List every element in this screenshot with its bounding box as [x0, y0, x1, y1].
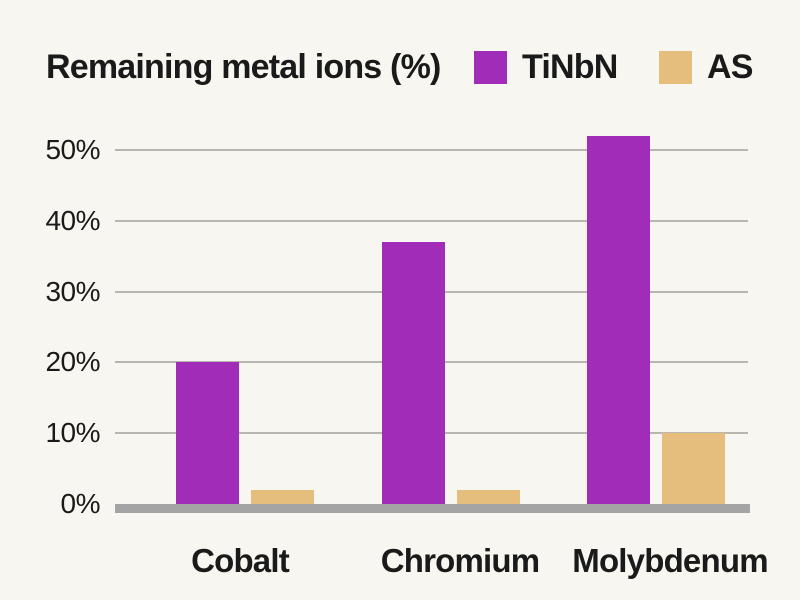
y-tick-label-10: 10% — [45, 417, 100, 449]
plot-area — [115, 115, 748, 504]
legend-label-tinbn: TiNbN — [522, 48, 618, 86]
y-tick-label-0: 0% — [60, 488, 101, 519]
gridline-40pct — [115, 219, 748, 222]
bar-as-molybdenum — [662, 433, 725, 504]
y-tick-label-40: 40% — [45, 204, 100, 236]
legend-swatch-as — [659, 50, 692, 84]
bar-tinbn-cobalt — [176, 362, 239, 504]
legend-swatch-tinbn — [474, 50, 507, 84]
bar-as-cobalt — [251, 489, 314, 504]
y-tick-label-20: 20% — [45, 346, 100, 378]
legend-label-as: AS — [707, 48, 753, 86]
x-category-label-molybdenum: Molybdenum — [572, 542, 768, 579]
bar-tinbn-chromium — [382, 242, 445, 504]
legend-item-tinbn: TiNbN — [474, 48, 618, 86]
legend-item-as: AS — [659, 50, 753, 84]
x-category-label-cobalt: Cobalt — [191, 542, 290, 579]
bar-tinbn-molybdenum — [587, 135, 650, 504]
gridline-50pct — [115, 149, 748, 151]
y-tick-label-50: 50% — [45, 134, 100, 165]
x-category-label-chromium: Chromium — [380, 542, 540, 579]
x-axis-baseline — [115, 504, 750, 513]
bar-as-chromium — [457, 489, 520, 504]
chart-title: Remaining metal ions (%) — [46, 48, 441, 86]
y-tick-label-30: 30% — [45, 275, 100, 307]
